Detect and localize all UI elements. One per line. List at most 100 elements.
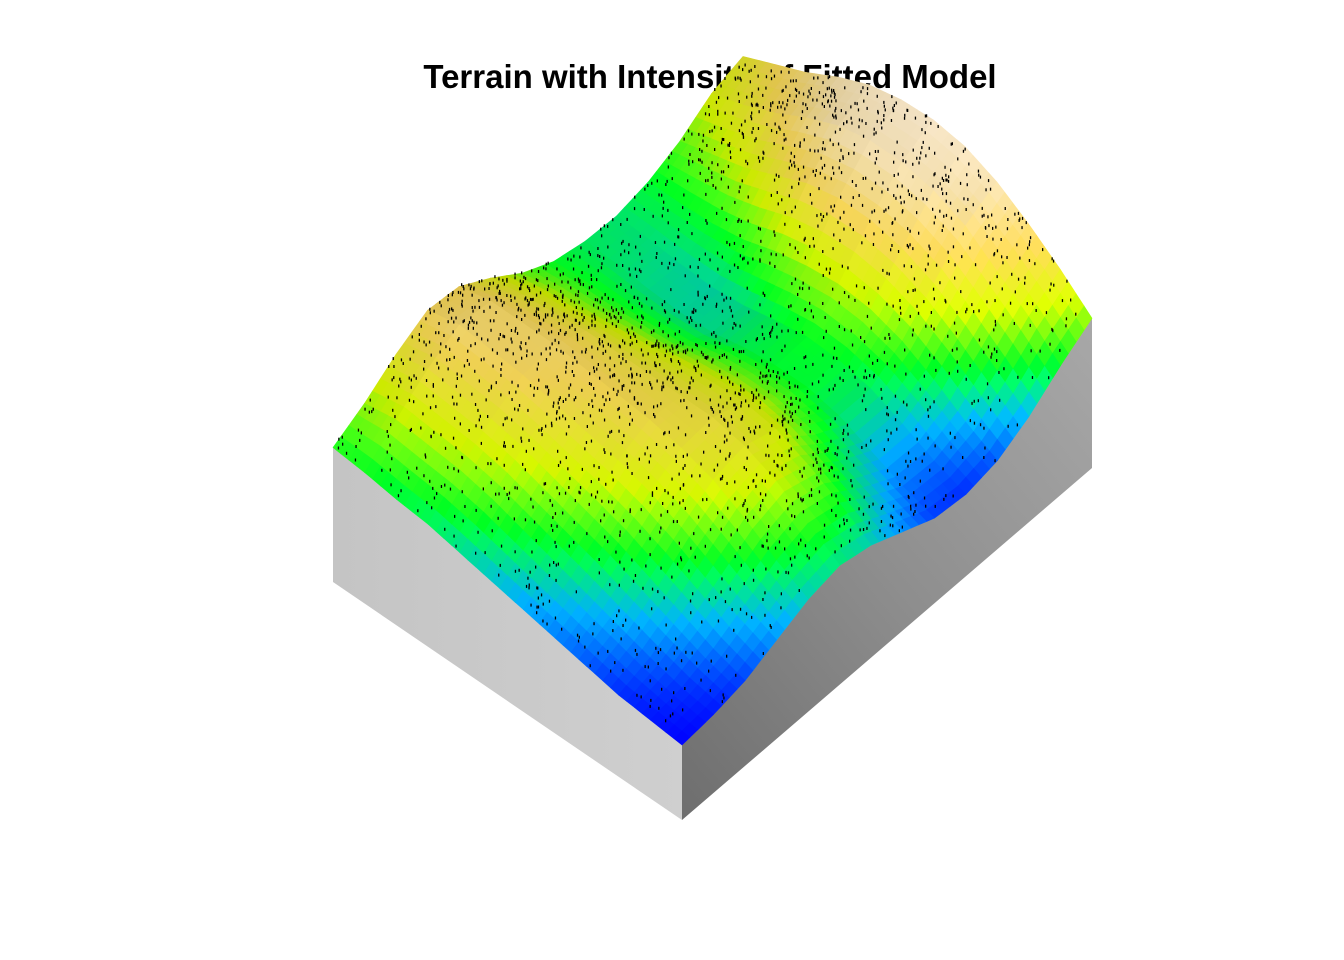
data-point — [781, 349, 783, 353]
data-point — [740, 417, 742, 421]
data-point — [727, 164, 730, 168]
data-point — [914, 116, 917, 120]
data-point — [759, 425, 761, 429]
data-point — [831, 493, 833, 497]
data-point — [888, 272, 890, 276]
data-point — [538, 428, 540, 432]
data-point — [565, 432, 568, 436]
data-point — [767, 380, 769, 383]
data-point — [556, 486, 558, 490]
data-point — [787, 329, 789, 333]
data-point — [729, 269, 731, 273]
data-point — [594, 393, 596, 397]
data-point — [755, 363, 757, 366]
data-point — [432, 383, 434, 387]
data-point — [677, 426, 680, 430]
data-point — [461, 302, 463, 306]
data-point — [757, 226, 760, 230]
data-point — [861, 203, 864, 207]
data-point — [622, 357, 624, 361]
data-point — [733, 241, 736, 245]
data-point — [558, 332, 560, 336]
data-point — [830, 99, 833, 103]
data-point — [844, 86, 846, 90]
data-point — [621, 387, 623, 391]
data-point — [467, 323, 470, 327]
data-point — [692, 160, 694, 164]
data-point — [801, 499, 803, 503]
data-point — [1028, 243, 1030, 247]
data-point — [999, 398, 1001, 402]
data-point — [1002, 313, 1004, 317]
data-point — [452, 330, 454, 334]
data-point — [503, 441, 505, 445]
data-point — [726, 654, 728, 658]
data-point — [957, 369, 959, 373]
data-point — [551, 503, 554, 507]
data-point — [463, 364, 466, 368]
data-point — [790, 304, 792, 308]
data-point — [454, 514, 456, 518]
data-point — [484, 551, 486, 555]
data-point — [620, 361, 622, 365]
data-point — [850, 203, 853, 207]
data-point — [1007, 218, 1009, 221]
data-point — [762, 598, 764, 601]
data-point — [767, 444, 769, 448]
data-point — [755, 137, 757, 141]
data-point — [599, 300, 601, 304]
data-point — [925, 154, 927, 158]
data-point — [855, 284, 858, 288]
data-point — [439, 300, 441, 304]
data-point — [812, 315, 814, 319]
data-point — [930, 121, 932, 125]
data-point — [831, 508, 833, 512]
data-point — [578, 300, 580, 304]
data-point — [819, 171, 821, 175]
data-point — [590, 439, 593, 443]
data-point — [487, 415, 489, 418]
data-point — [532, 505, 534, 509]
data-point — [702, 139, 704, 143]
data-point — [467, 349, 469, 353]
data-point — [769, 624, 771, 628]
data-point — [770, 330, 772, 334]
data-point — [728, 144, 730, 147]
data-point — [1011, 272, 1013, 276]
data-point — [929, 468, 931, 472]
data-point — [787, 571, 790, 575]
data-point — [663, 596, 665, 600]
data-point — [837, 475, 839, 479]
data-point — [603, 333, 605, 337]
data-point — [721, 206, 723, 210]
data-point — [838, 166, 840, 170]
data-point — [965, 377, 967, 381]
data-point — [831, 364, 833, 368]
data-point — [729, 587, 731, 591]
data-point — [570, 299, 572, 303]
data-point — [956, 310, 958, 314]
data-point — [700, 678, 702, 682]
data-point — [633, 332, 635, 336]
data-point — [823, 336, 825, 340]
data-point — [969, 246, 971, 250]
data-point — [594, 315, 596, 319]
data-point — [732, 382, 734, 386]
data-point — [986, 382, 989, 386]
data-point — [754, 431, 756, 435]
data-point — [849, 223, 851, 227]
data-point — [1000, 238, 1002, 241]
data-point — [571, 370, 573, 373]
data-point — [711, 129, 713, 133]
data-point — [678, 472, 680, 476]
data-point — [535, 293, 538, 297]
data-point — [641, 382, 643, 386]
data-point — [911, 194, 913, 198]
data-point — [695, 369, 697, 373]
data-point — [808, 286, 810, 290]
data-point — [675, 345, 677, 349]
data-point — [833, 474, 835, 478]
data-point — [633, 396, 636, 400]
data-point — [618, 583, 620, 587]
data-point — [726, 481, 728, 485]
